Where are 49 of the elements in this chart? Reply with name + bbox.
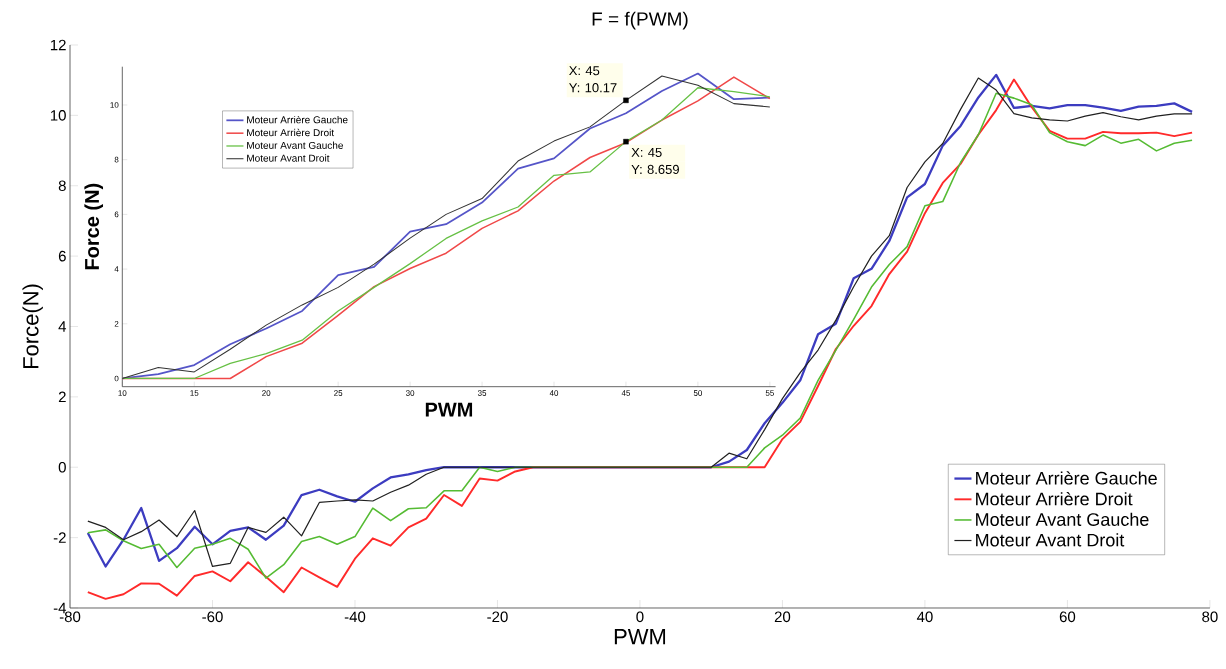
x-tick-label: 25 — [334, 390, 343, 396]
legend-label: Moteur Arrière Droit — [247, 128, 335, 137]
y-tick-label: 10 — [110, 102, 119, 108]
chart-title: F = f(PWM) — [592, 11, 688, 30]
legend-label: Moteur Avant Droit — [247, 154, 330, 162]
y-tick-label: 6 — [114, 211, 119, 218]
x-tick-label: 60 — [1059, 611, 1076, 623]
y-axis-title: Force(N) — [22, 284, 43, 369]
y-tick-label: 4 — [58, 321, 67, 332]
legend-label: Moteur Arrière Droit — [976, 491, 1133, 506]
annotation: X: 45 — [631, 147, 662, 157]
x-tick-label: 45 — [621, 390, 631, 396]
legend-label: Moteur Avant Gauche — [976, 512, 1149, 526]
x-tick-label: 20 — [262, 390, 271, 396]
y-tick-label: 0 — [58, 461, 66, 473]
y-tick-label: 8 — [114, 156, 119, 163]
y-tick-label: 2 — [58, 391, 66, 403]
x-tick-label: 80 — [1202, 611, 1218, 623]
x-tick-label: 20 — [774, 611, 791, 623]
y-tick-label: 6 — [58, 250, 66, 262]
x-tick-label: -20 — [487, 611, 508, 623]
annotation: Y: 8.659 — [631, 164, 679, 175]
legend-label: Moteur Avant Gauche — [247, 141, 343, 149]
x-axis-title: PWM — [614, 629, 666, 645]
x-tick-label: 10 — [118, 390, 127, 396]
legend-label: Moteur Arrière Gauche — [247, 115, 348, 124]
y-tick-label: 8 — [58, 180, 66, 192]
y-tick-label: 4 — [114, 266, 119, 272]
x-tick-label: 35 — [477, 390, 487, 396]
annotation: X: 45 — [569, 66, 600, 76]
y-tick-label: 0 — [114, 375, 119, 382]
x-tick-label: -60 — [202, 611, 223, 623]
annotation: Y: 10.17 — [569, 83, 617, 93]
y-tick-label: 2 — [114, 320, 119, 327]
x-tick-label: 40 — [916, 611, 933, 623]
legend-label: Moteur Arrière Gauche — [976, 471, 1157, 485]
legend-label: Moteur Avant Droit — [976, 533, 1125, 547]
x-tick-label: 30 — [405, 390, 415, 396]
x-tick-label: 0 — [636, 611, 644, 623]
x-tick-label: -40 — [344, 611, 366, 623]
x-tick-label: 50 — [693, 390, 703, 396]
x-tick-label: 55 — [765, 390, 774, 396]
y-tick-label: 12 — [50, 39, 66, 51]
x-tick-label: 15 — [190, 390, 199, 396]
y-axis-title: Force (N) — [84, 183, 104, 270]
y-tick-label: 10 — [50, 110, 66, 121]
y-tick-label: -2 — [53, 532, 66, 543]
x-axis-title: PWM — [425, 402, 473, 417]
x-tick-label: 40 — [549, 390, 559, 396]
